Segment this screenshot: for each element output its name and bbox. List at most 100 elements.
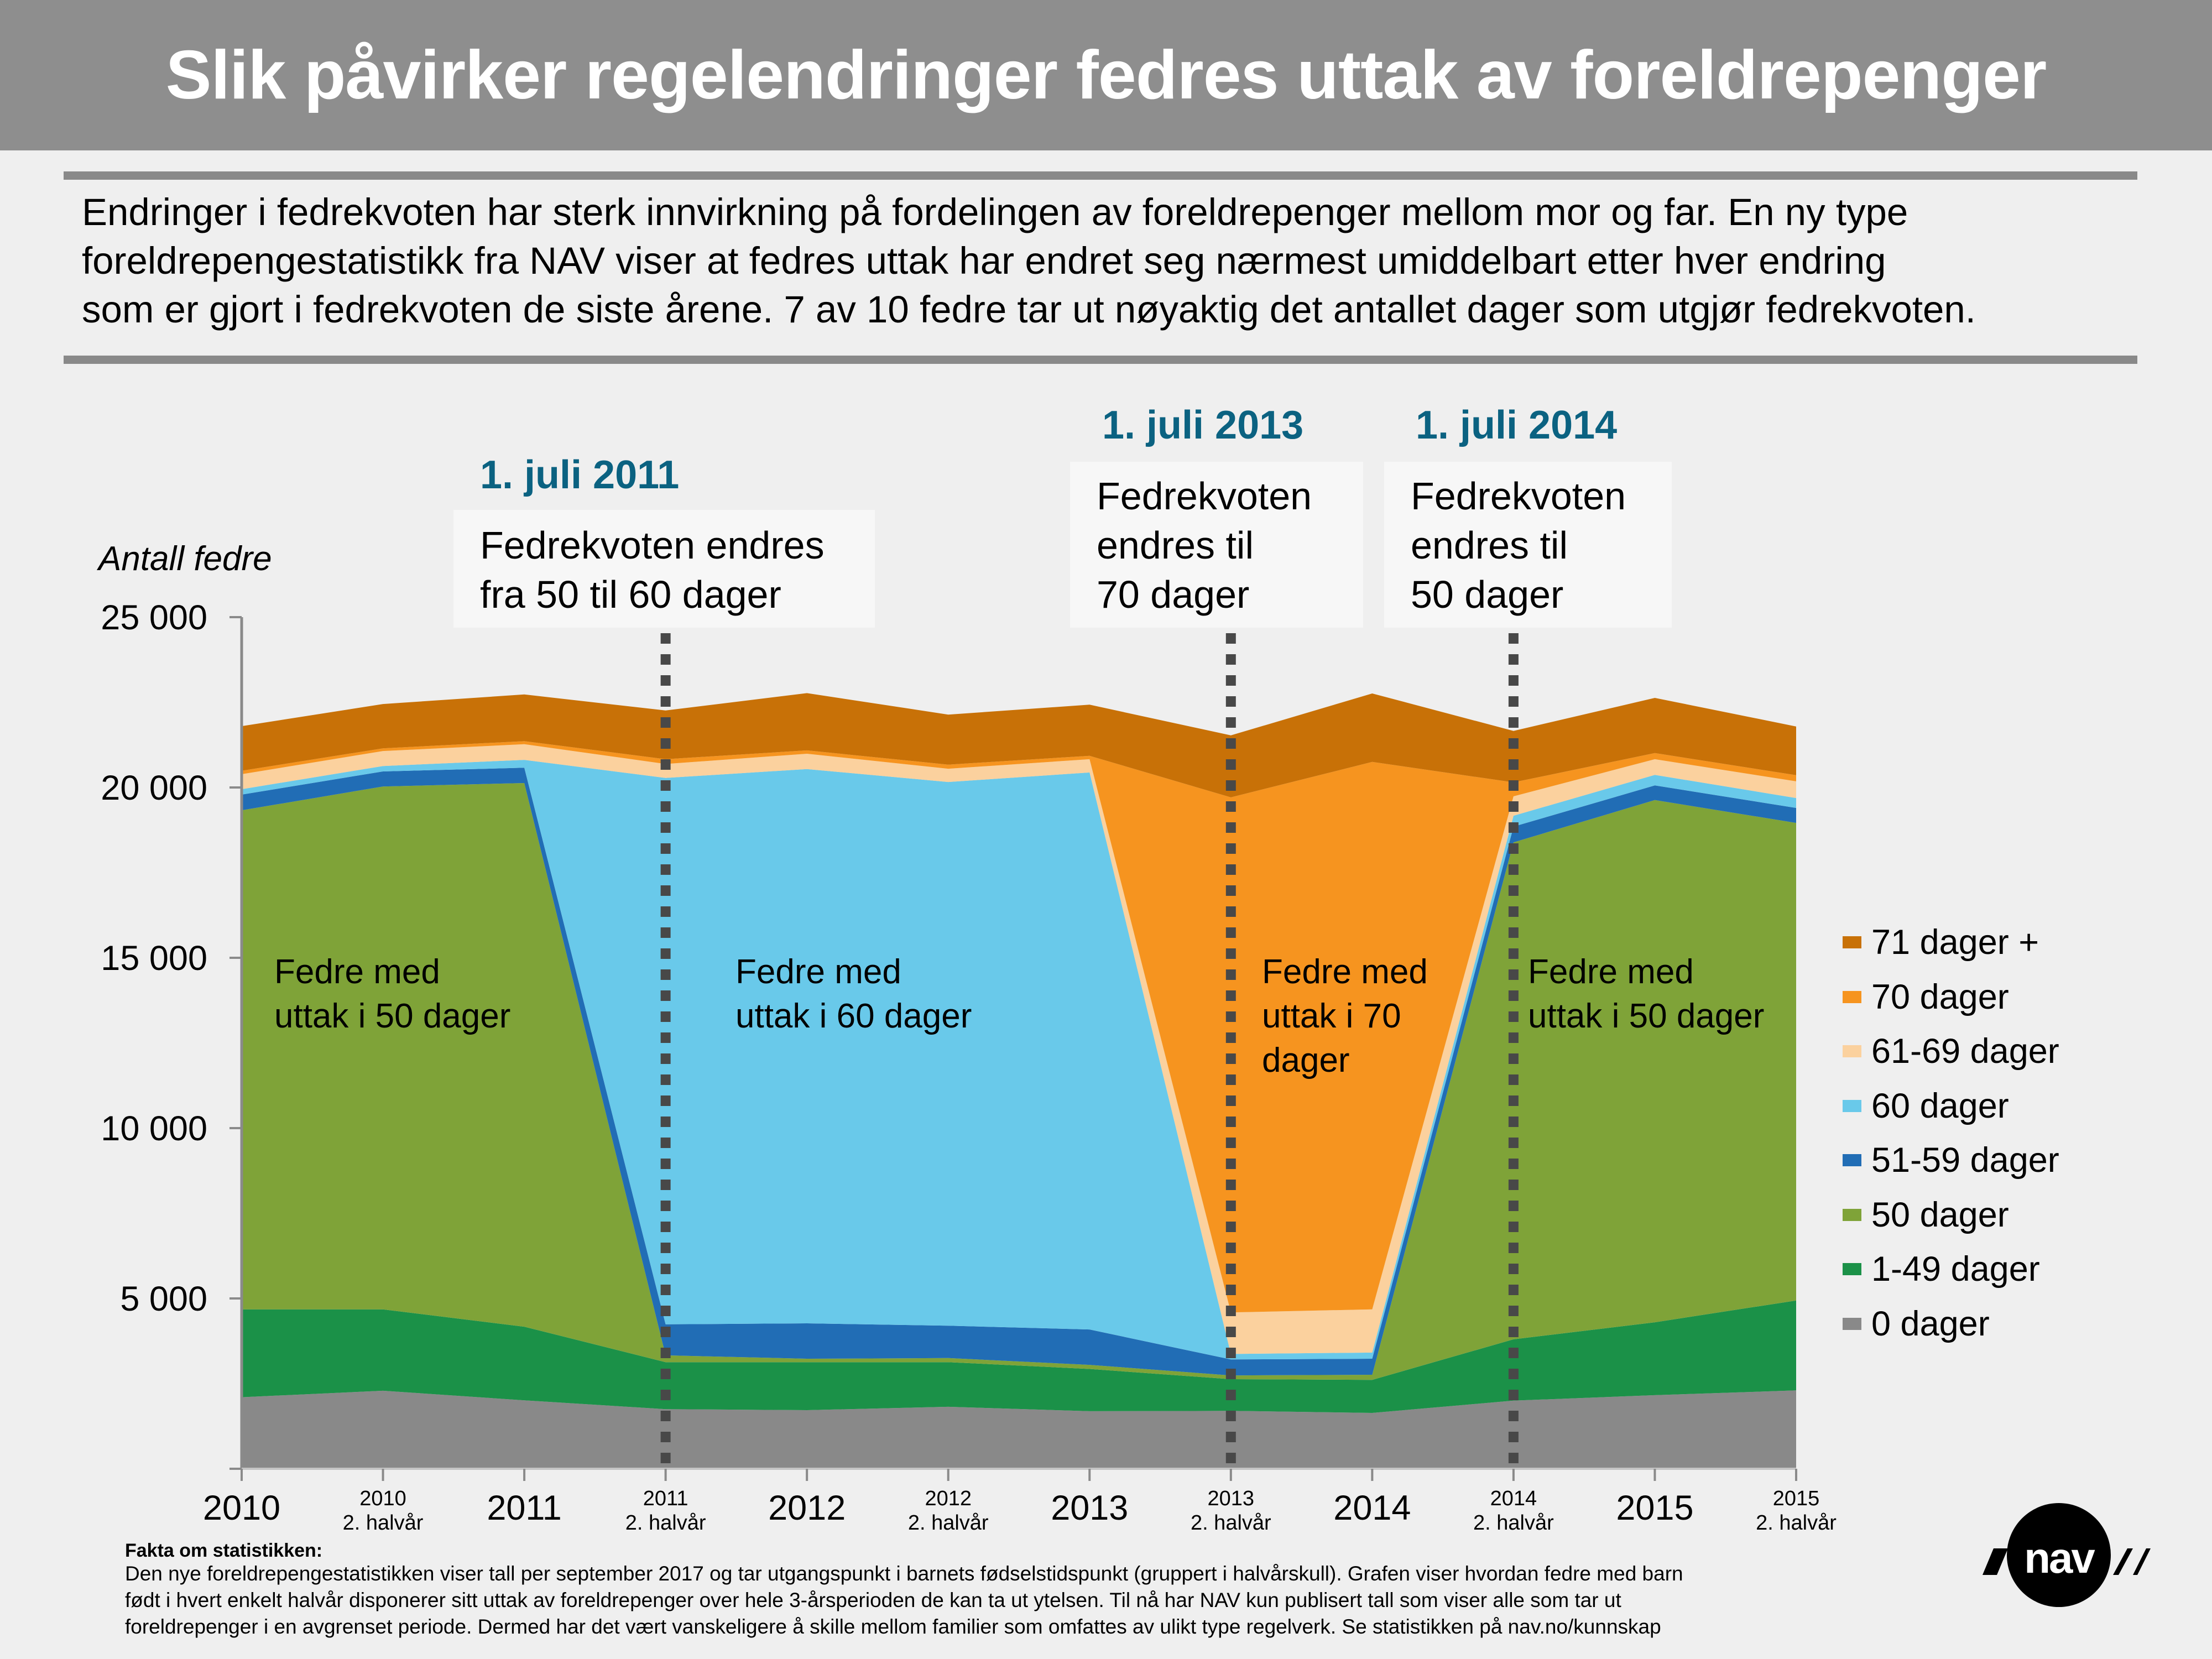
axes: 5 000 10 000 15 000 20 000 25 000 2010 2010 2. … [101, 598, 1837, 1535]
legend-label: 71 dager + [1871, 923, 2039, 962]
legend-label: 51-59 dager [1871, 1141, 2059, 1180]
annotation-text: 50 dager [1411, 573, 1564, 616]
nav-logo: nav [1983, 1503, 2151, 1607]
logo-text: nav [2024, 1533, 2095, 1582]
y-tick-label: 15 000 [101, 939, 207, 978]
area-label-70-days: Fedre med uttak i 70 dager [1262, 950, 1428, 1083]
intro-line: som er gjort i fedrekvoten de siste åren… [82, 288, 1976, 331]
area-70-dager [242, 741, 1796, 1313]
y-tick-label: 25 000 [101, 598, 207, 637]
area-label-line: dager [1262, 1041, 1350, 1079]
intro-line: Endringer i fedrekvoten har sterk innvir… [82, 191, 1908, 233]
chart-legend: 71 dager + 70 dager 61-69 dager 60 dager 51-… [1843, 915, 2059, 1351]
title-bar [0, 0, 2212, 150]
legend-label: 50 dager [1871, 1195, 2009, 1234]
area-label-line: Fedre med [1528, 953, 1694, 991]
x-tick-label-year: 2012 [925, 1487, 972, 1510]
footer-line: foreldrepenger i en avgrenset periode. D… [125, 1615, 1661, 1638]
y-tick-label: 20 000 [101, 769, 207, 807]
x-tick-label-year: 2013 [1208, 1487, 1255, 1510]
legend-item: 71 dager + [1843, 915, 2059, 970]
legend-swatch [1843, 1317, 1861, 1330]
legend-item: 51-59 dager [1843, 1133, 2059, 1188]
area-label-50-days-right: Fedre med uttak i 50 dager [1528, 950, 1764, 1039]
x-tick-label-year: 2011 [643, 1487, 688, 1510]
legend-item: 1-49 dager [1843, 1242, 2059, 1297]
legend-swatch [1843, 1154, 1861, 1167]
area-label-60-days: Fedre med uttak i 60 dager [735, 950, 972, 1039]
area-layers [242, 693, 1796, 1469]
legend-swatch [1843, 1099, 1861, 1112]
annotation-text: 70 dager [1097, 573, 1250, 616]
area-label-line: uttak i 50 dager [274, 997, 511, 1035]
rule-change-lines [660, 633, 1519, 1465]
x-tick-label-half: 2. halvår [1191, 1511, 1271, 1535]
legend-item: 70 dager [1843, 970, 2059, 1025]
x-tick-label: 2013 [1051, 1489, 1128, 1527]
footer-heading: Fakta om statistikken: [125, 1540, 323, 1561]
annotation-date-2014: 1. juli 2014 [1416, 403, 1618, 447]
x-tick-label: 2011 [487, 1489, 561, 1527]
annotation-box-2014: Fedrekvoten endres til 50 dager [1384, 462, 1672, 628]
annotation-text: Fedrekvoten [1097, 474, 1312, 518]
intro-paragraph: Endringer i fedrekvoten har sterk innvir… [82, 188, 2150, 334]
area-61-69-dager [242, 744, 1796, 1354]
logo-slash-left [1983, 1548, 2008, 1575]
x-tick-label: 2014 [1333, 1489, 1411, 1527]
footer-text: Den nye foreldrepengestatistikken viser … [125, 1561, 1895, 1640]
footer-line: født i hvert enkelt halvår disponerer si… [125, 1589, 1621, 1611]
legend-label: 0 dager [1871, 1304, 1990, 1343]
legend-item: 0 dager [1843, 1297, 2059, 1352]
legend-label: 60 dager [1871, 1086, 2009, 1125]
area-label-line: uttak i 70 [1262, 997, 1401, 1035]
annotation-date-2013: 1. juli 2013 [1102, 403, 1304, 447]
intro-line: foreldrepengestatistikk fra NAV viser at… [82, 239, 1886, 282]
legend-label: 61-69 dager [1871, 1032, 2059, 1071]
legend-swatch [1843, 1045, 1861, 1058]
annotation-text: endres til [1411, 524, 1568, 567]
page-title: Slik påvirker regelendringer fedres utta… [165, 37, 2047, 113]
area-label-line: Fedre med [1262, 953, 1428, 991]
x-tick-label: 2010 [203, 1489, 280, 1527]
area-label-line: uttak i 50 dager [1528, 997, 1765, 1035]
annotation-text: Fedrekvoten [1411, 474, 1626, 518]
area-label-line: Fedre med [274, 953, 440, 991]
area-50-dager [242, 783, 1796, 1380]
x-tick-label-half: 2. halvår [908, 1511, 989, 1535]
annotation-text: fra 50 til 60 dager [480, 573, 781, 616]
area-1-49-dager [242, 1300, 1796, 1413]
top-divider [64, 171, 2137, 180]
area-label-line: Fedre med [735, 953, 901, 991]
annotation-box-2013: Fedrekvoten endres til 70 dager [1070, 462, 1363, 628]
annotation-date-2011: 1. juli 2011 [480, 453, 680, 497]
logo-slash-right-1 [2113, 1548, 2133, 1575]
legend-swatch [1843, 990, 1861, 1003]
legend-item: 50 dager [1843, 1188, 2059, 1243]
x-tick-label: 2015 [1616, 1489, 1693, 1527]
y-axis-title: Antall fedre [98, 540, 272, 578]
legend-label: 70 dager [1871, 977, 2009, 1016]
annotation-text: endres til [1097, 524, 1254, 567]
y-tick-label: 5 000 [120, 1280, 207, 1318]
legend-swatch [1843, 936, 1861, 949]
area-label-50-days-left: Fedre med uttak i 50 dager [274, 950, 510, 1039]
logo-circle [2007, 1503, 2111, 1607]
y-tick-label: 10 000 [101, 1109, 207, 1148]
area-label-line: uttak i 60 dager [735, 997, 972, 1035]
x-tick-label-year: 2010 [359, 1487, 406, 1510]
legend-label: 1-49 dager [1871, 1250, 2040, 1289]
x-tick-label-year: 2015 [1773, 1487, 1820, 1510]
area-71-dager- [242, 693, 1796, 797]
x-tick-label-half: 2. halvår [625, 1511, 706, 1535]
bottom-divider [64, 356, 2137, 364]
x-tick-label-year: 2014 [1490, 1487, 1537, 1510]
legend-item: 61-69 dager [1843, 1024, 2059, 1079]
legend-swatch [1843, 1208, 1861, 1221]
annotation-text: Fedrekvoten endres [480, 524, 825, 567]
legend-item: 60 dager [1843, 1079, 2059, 1134]
legend-swatch [1843, 1263, 1861, 1276]
area-0-dager [242, 1390, 1796, 1469]
area-60-dager [242, 760, 1796, 1360]
x-tick-label: 2012 [768, 1489, 846, 1527]
